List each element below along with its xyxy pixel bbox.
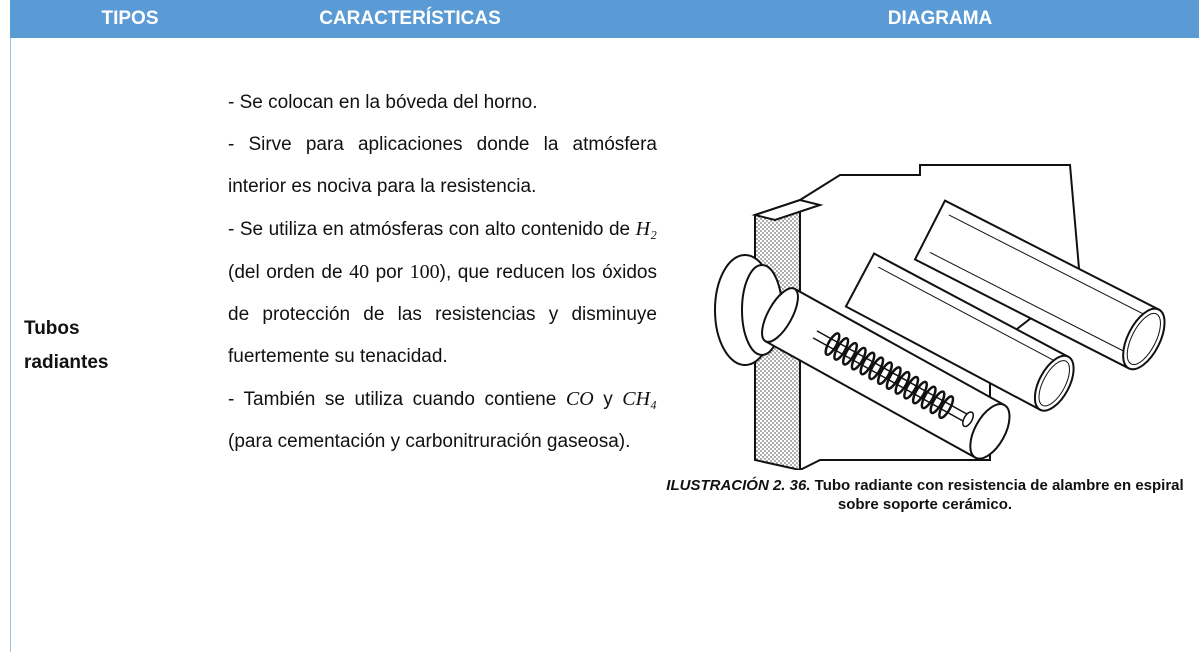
caption-text: Tubo radiante con resistencia de alambre… [814,477,1184,513]
header-cell: TIPOS [101,8,159,29]
text: - Sirve para aplicaciones donde la atmós… [228,134,657,197]
text: y [593,389,623,410]
text: - También se utiliza cuando contiene [228,389,566,410]
illustration [714,164,1166,470]
paragraph: - Sirve para aplicaciones donde la atmós… [228,124,657,208]
text: (del orden de [228,262,350,283]
header-cell: DIAGRAMA [887,8,993,29]
caption-label: ILUSTRACIÓN 2. 36. [666,477,811,494]
table-header: TIPOS CARACTERÍSTICAS DIAGRAMA [10,0,1199,38]
header-cell: CARACTERÍSTICAS [319,8,501,29]
paragraph: - Se colocan en la bóveda del horno. [228,82,657,124]
type-cell: Tubos radiantes [24,318,109,373]
text: - Se colocan en la bóveda del horno. [228,92,538,113]
text: (para cementación y carbonitruración gas… [228,431,631,452]
text: ), que reducen los óxidos de protección … [228,262,657,367]
math: 100 [409,261,440,283]
table-border [10,38,11,652]
text: por [369,262,410,283]
math: CH₄ [622,388,657,410]
paragraph: - También se utiliza cuando contiene CO … [228,378,657,463]
text: - Se utiliza en atmósferas con alto cont… [228,219,636,240]
math: CO [565,388,594,410]
math: H₂ [635,218,657,240]
caption: ILUSTRACIÓN 2. 36. Tubo radiante con res… [660,476,1190,514]
paragraph: - Se utiliza en atmósferas con alto cont… [228,208,657,378]
math: 40 [349,261,370,283]
characteristics-cell: - Se colocan en la bóveda del horno. - S… [228,82,657,463]
